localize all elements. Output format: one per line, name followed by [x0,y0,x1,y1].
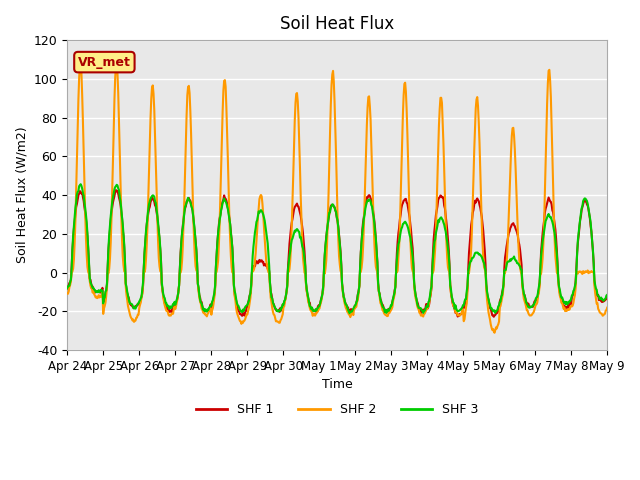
X-axis label: Time: Time [322,378,353,391]
Text: VR_met: VR_met [78,56,131,69]
Y-axis label: Soil Heat Flux (W/m2): Soil Heat Flux (W/m2) [15,127,28,264]
Title: Soil Heat Flux: Soil Heat Flux [280,15,394,33]
Legend: SHF 1, SHF 2, SHF 3: SHF 1, SHF 2, SHF 3 [191,398,484,421]
